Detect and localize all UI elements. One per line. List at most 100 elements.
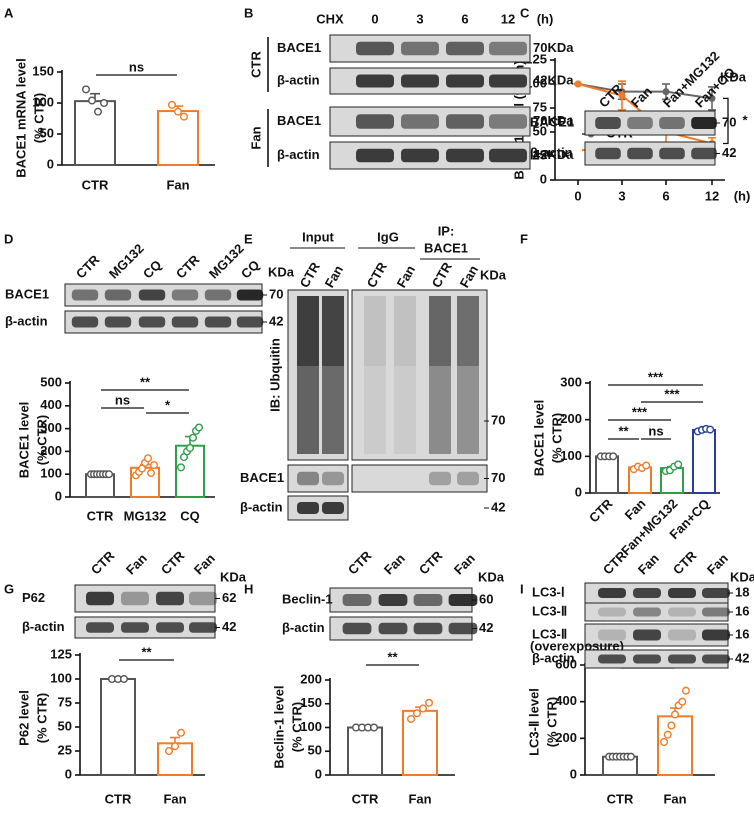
panel-letter: H [244,581,253,596]
size-label: 42 [269,313,283,328]
blot-band [322,502,344,514]
blot-band [71,289,99,301]
y-tick-label: 400 [555,693,577,708]
size-label: 62 [222,590,236,605]
size-label: 42 [722,145,736,160]
blot-band [86,591,114,606]
panel-letter: F [520,231,528,246]
y-tick-label: 200 [300,671,322,686]
blot-band [413,594,443,606]
lane-label: MG132 [106,241,147,282]
data-point [419,704,428,713]
row-label: Beclin-1 [282,591,333,606]
blot-smear [429,296,451,454]
group-label: CTR [248,51,263,78]
data-point [164,747,173,756]
significance-label: ** [140,374,151,389]
x-tick-label: MG132 [124,508,167,523]
blot-band [595,117,621,129]
row-label: LC3-Ⅱ [532,626,567,641]
row-label: LC3-Ⅰ [532,584,565,599]
y-tick-label: 200 [555,730,577,745]
x-tick-label: Fan [166,177,189,192]
size-label: 42 [491,499,505,514]
blot-band [702,607,730,617]
y-tick-label: 50 [308,743,322,758]
y-axis-label: (% CTR) [289,702,304,753]
y-tick-label: 50 [40,125,54,140]
blot-band [378,594,408,606]
data-point [194,423,203,432]
blot-band [342,622,372,635]
blot-band [322,471,344,486]
blot-band [156,622,184,633]
y-tick-label: 100 [300,719,322,734]
blot-band [413,622,443,635]
y-axis-label: BACE1 mRNA level [13,58,28,177]
blot-band [489,41,527,56]
data-point [662,88,670,96]
size-label: 70KDa [533,40,574,55]
blot-band [171,289,199,301]
lane-label: Fan [191,551,218,578]
data-point [87,96,96,105]
size-label: 42 [735,650,749,665]
data-point [119,675,128,684]
x-tick-label: Fan [663,791,686,806]
y-axis-label: P62 level [16,690,31,746]
lane-label: Fan [457,263,482,291]
unit-label: (h) [537,11,554,26]
blot-band [356,114,394,129]
blot-band [691,117,717,129]
blot-band [429,471,451,486]
lane-label: Fan [704,551,731,578]
significance-bracket [723,97,729,145]
kda-label: KDa [478,569,505,584]
y-tick-label: 150 [300,695,322,710]
x-unit: (h) [734,188,751,203]
x-tick-label: 12 [705,188,719,203]
data-point [407,714,416,723]
kda-label: KDa [720,69,747,84]
bar [157,110,199,166]
lane-label: MG132 [206,241,247,282]
blot-band [448,594,478,606]
blot-smear [394,296,416,366]
significance-label: ns [115,392,130,407]
data-point [188,433,197,442]
significance-label: *** [648,369,664,384]
blot-smear [297,296,319,366]
size-label: 70KDa [533,113,574,128]
data-point [413,709,422,718]
blot-band [633,629,661,641]
blot-smear [322,296,344,454]
data-point [706,425,715,434]
blot-band [236,316,264,328]
lane-label: CTR [88,548,118,578]
lane-label: CTR [173,252,203,282]
size-label: 42KDa [533,147,574,162]
lane-label: 0 [371,11,378,26]
blot-smear [457,296,479,454]
lane-label: CTR [416,548,446,578]
x-tick-label: CTR [352,791,379,806]
bar [100,678,136,776]
y-tick-label: 100 [32,94,54,109]
size-label: 42KDa [533,72,574,87]
blot-band [71,316,99,328]
size-label: 70 [269,286,283,301]
blot-band [598,607,626,617]
blot-band [598,654,626,664]
row-label: β-actin [240,499,283,514]
y-tick-label: 50 [58,718,72,733]
group-label: Fan [248,126,263,149]
kda-label: KDa [268,264,295,279]
y-axis-label: Beclin-1 level [271,685,286,768]
blot-band [121,591,149,606]
y-tick-label: 0 [65,766,72,781]
data-point [642,461,651,470]
blot-band [691,147,717,160]
blot-band [189,622,217,633]
blot-band [633,654,661,664]
